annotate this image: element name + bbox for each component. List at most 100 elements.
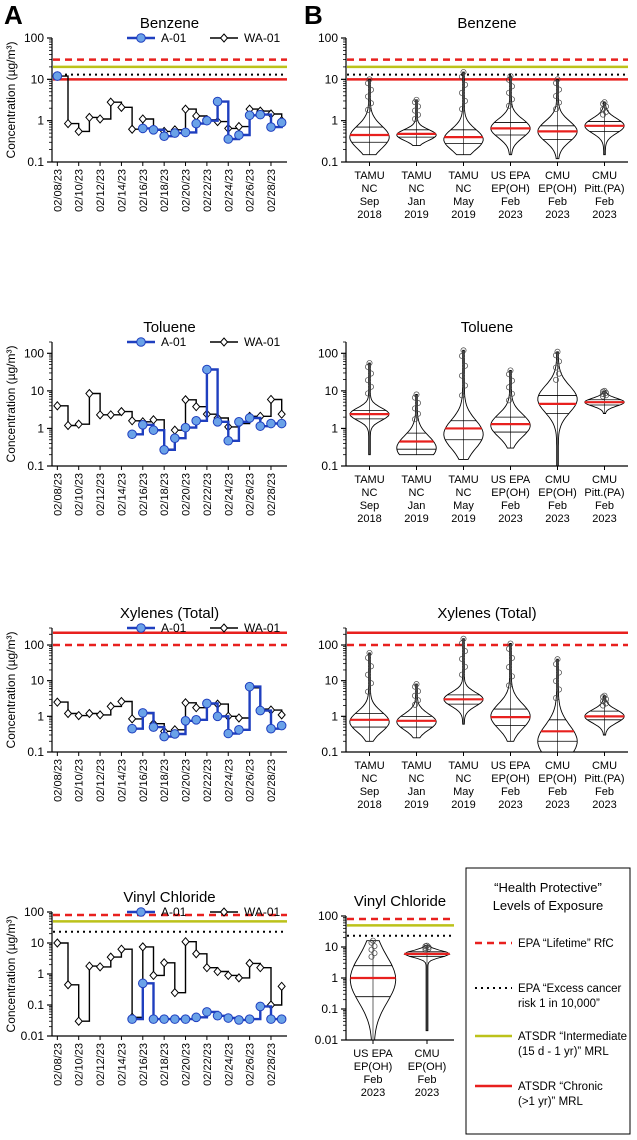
x-tick-label: Feb xyxy=(501,500,520,512)
x-tick-label: Feb xyxy=(595,500,614,512)
violin-point xyxy=(506,682,512,689)
y-tick-label: 1 xyxy=(331,709,338,723)
x-tick-label: CMU xyxy=(545,474,570,486)
violin-point xyxy=(556,86,562,93)
x-tick-label: NC xyxy=(409,183,425,195)
x-tick-label: TAMU xyxy=(354,474,384,486)
data-point-a-01 xyxy=(127,429,137,440)
legend-title-line2: Levels of Exposure xyxy=(493,898,604,913)
x-tick-label: 02/08/23 xyxy=(52,473,64,516)
x-tick-label: Feb xyxy=(548,500,567,512)
x-tick-label: Pitt.(PA) xyxy=(584,183,624,195)
data-point-a-01 xyxy=(212,1010,223,1021)
x-tick-label: 02/16/23 xyxy=(138,759,150,802)
data-point-a-01 xyxy=(191,415,202,426)
violin-point xyxy=(365,93,371,100)
x-tick-label: 02/26/23 xyxy=(245,759,257,802)
chart-title: Benzene xyxy=(457,15,516,32)
x-tick-label: NC xyxy=(409,773,425,785)
x-tick-label: 02/12/23 xyxy=(95,169,107,212)
violin-point xyxy=(459,89,465,96)
violin-point-max xyxy=(413,391,420,398)
violin-point xyxy=(603,696,609,703)
legend-label-epa-cancer: risk 1 in 10,000” xyxy=(518,998,600,1010)
y-tick-label: 0.1 xyxy=(321,1002,338,1016)
legend-label-wa-01: WA-01 xyxy=(244,335,281,349)
data-point-wa-01 xyxy=(95,710,105,720)
x-tick-label: CMU xyxy=(592,760,617,772)
violin-point-max xyxy=(507,73,514,80)
data-point-a-01 xyxy=(159,131,169,142)
data-point-a-01 xyxy=(234,1015,244,1025)
x-tick-label: 02/26/23 xyxy=(245,169,257,212)
x-tick-label: 2023 xyxy=(545,513,569,525)
data-point-a-01 xyxy=(244,110,255,121)
x-tick-label: 02/20/23 xyxy=(181,473,193,516)
violin-point xyxy=(462,81,468,88)
data-point-a-01 xyxy=(202,698,212,709)
violin-point xyxy=(462,362,468,369)
x-tick-label: Jan xyxy=(408,786,426,798)
x-tick-label: 2023 xyxy=(415,1087,439,1099)
legend-label-atsdr-intermediate: (15 d - 1 yr)” MRL xyxy=(518,1046,609,1058)
x-tick-label: CMU xyxy=(545,760,570,772)
data-point-wa-01 xyxy=(63,420,73,431)
x-tick-label: Feb xyxy=(595,786,614,798)
data-point-a-01 xyxy=(244,681,255,692)
x-tick-label: Jan xyxy=(408,196,426,208)
violin-point xyxy=(506,645,512,652)
x-tick-label: EP(OH) xyxy=(538,773,577,785)
data-point-a-01 xyxy=(137,978,148,989)
violin-point xyxy=(603,389,609,396)
data-point-a-01 xyxy=(255,1001,266,1012)
x-tick-label: CMU xyxy=(592,474,617,486)
x-tick-label: 02/22/23 xyxy=(202,759,214,802)
x-tick-label: 02/12/23 xyxy=(95,473,107,516)
violin-point xyxy=(368,383,374,390)
data-point-wa-01 xyxy=(85,961,94,971)
violin-point-max xyxy=(554,656,561,663)
x-tick-label: CMU xyxy=(592,170,617,182)
x-tick-label: 2019 xyxy=(451,209,475,221)
data-point-a-01 xyxy=(223,435,234,446)
violin-point xyxy=(600,702,606,709)
data-point-a-01 xyxy=(223,728,234,739)
data-point-wa-01 xyxy=(192,948,201,959)
x-tick-label: US EPA xyxy=(491,170,531,182)
data-point-wa-01 xyxy=(63,708,73,719)
data-point-wa-01 xyxy=(63,118,73,129)
x-tick-label: Jan xyxy=(408,500,426,512)
x-tick-label: Feb xyxy=(364,1074,383,1086)
violin-point xyxy=(415,688,421,695)
violin-point-max xyxy=(413,681,420,688)
data-point-wa-01 xyxy=(170,425,180,435)
data-point-wa-01 xyxy=(106,701,115,712)
violin-point xyxy=(422,946,429,953)
data-point-a-01 xyxy=(148,722,159,732)
legend-label-epa-lifetime: EPA “Lifetime” RfC xyxy=(518,938,614,950)
x-tick-label: 02/28/23 xyxy=(266,473,278,516)
x-tick-label: EP(OH) xyxy=(354,1061,393,1073)
data-point-a-01 xyxy=(266,1014,276,1024)
series-legend: A-01 WA-01 xyxy=(127,621,281,635)
x-tick-label: 02/24/23 xyxy=(223,473,235,516)
data-point-wa-01 xyxy=(74,419,83,429)
data-point-wa-01 xyxy=(192,111,201,121)
violin-point xyxy=(365,671,371,678)
x-tick-label: NC xyxy=(456,183,472,195)
violin-point xyxy=(553,678,559,684)
violin-point xyxy=(553,352,559,359)
x-tick-label: Feb xyxy=(548,196,567,208)
violin-point xyxy=(368,939,375,946)
x-tick-label: EP(OH) xyxy=(538,183,577,195)
data-point-wa-01 xyxy=(192,702,201,713)
legend-label-wa-01: WA-01 xyxy=(244,905,281,919)
x-tick-label: 02/26/23 xyxy=(245,473,257,516)
data-point-a-01 xyxy=(180,1014,191,1024)
violin-point xyxy=(509,673,515,680)
violin-point xyxy=(509,377,515,384)
violin-point xyxy=(506,76,512,83)
data-point-a-01 xyxy=(234,130,244,140)
legend-label-atsdr-intermediate: ATSDR “Intermediate xyxy=(518,1031,627,1043)
